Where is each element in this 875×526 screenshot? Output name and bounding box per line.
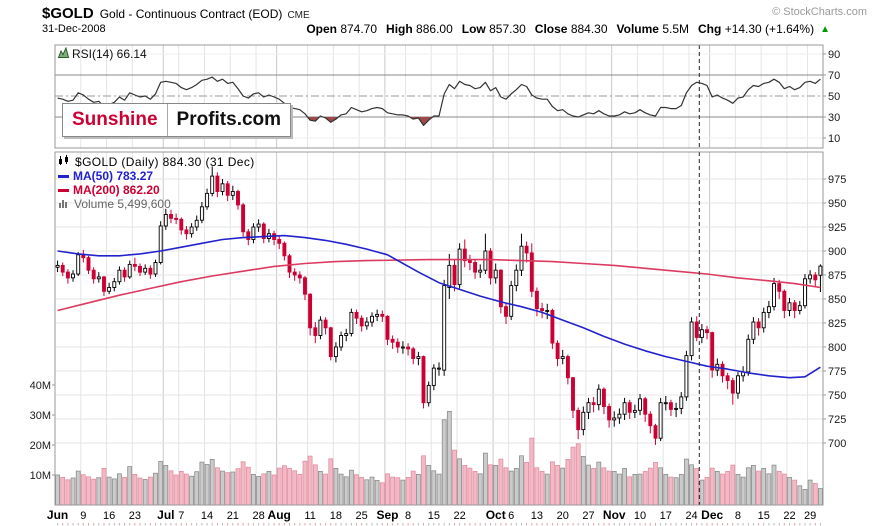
- svg-text:20: 20: [557, 510, 569, 522]
- logo-profits-text: Profits.com: [176, 109, 282, 130]
- svg-text:90: 90: [828, 49, 840, 61]
- legend-ma50-row: MA(50) 783.27: [58, 169, 255, 183]
- svg-text:13: 13: [531, 510, 543, 522]
- svg-text:800: 800: [828, 342, 846, 354]
- open-quote: Open 874.70: [306, 22, 378, 36]
- svg-text:40M: 40M: [30, 380, 51, 392]
- svg-text:825: 825: [828, 318, 846, 330]
- candlestick-icon: [58, 155, 71, 169]
- svg-text:8: 8: [405, 510, 411, 522]
- ma50-line: [57, 234, 821, 379]
- legend-volume-row: Volume 5,499,600: [58, 197, 255, 211]
- price-panel-legend: $GOLD (Daily) 884.30 (31 Dec) MA(50) 783…: [58, 155, 255, 211]
- svg-text:50: 50: [828, 91, 840, 103]
- ma200-label: MA(200) 862.20: [73, 183, 160, 197]
- svg-text:20M: 20M: [30, 440, 51, 452]
- svg-text:29: 29: [804, 510, 816, 522]
- svg-text:900: 900: [828, 246, 846, 258]
- svg-text:Aug: Aug: [268, 508, 291, 522]
- svg-text:22: 22: [453, 510, 465, 522]
- svg-text:17: 17: [660, 510, 672, 522]
- symbol-label: $GOLD: [42, 5, 94, 22]
- volume-bars-icon: [58, 197, 70, 211]
- svg-text:14: 14: [201, 510, 213, 522]
- svg-text:21: 21: [227, 510, 239, 522]
- svg-text:6: 6: [508, 510, 514, 522]
- svg-text:10: 10: [828, 133, 840, 145]
- svg-text:24: 24: [685, 510, 697, 522]
- svg-text:925: 925: [828, 222, 846, 234]
- volume-bars: [55, 411, 823, 506]
- ma50-label: MA(50) 783.27: [73, 169, 154, 183]
- ma200-line: [57, 258, 821, 312]
- chart-date: 31-Dec-2008: [42, 23, 106, 35]
- change-quote: Chg +14.30 (+1.64%): [698, 22, 815, 36]
- legend-ma200-row: MA(200) 862.20: [58, 183, 255, 197]
- change-up-arrow-icon: ▲: [820, 23, 830, 35]
- svg-text:70: 70: [828, 70, 840, 82]
- svg-text:750: 750: [828, 390, 846, 402]
- svg-text:15: 15: [428, 510, 440, 522]
- svg-text:27: 27: [582, 510, 594, 522]
- grid-layer: [55, 45, 823, 505]
- svg-text:700: 700: [828, 438, 846, 450]
- svg-text:Oct: Oct: [486, 508, 506, 522]
- low-quote: Low 857.30: [461, 22, 526, 36]
- svg-text:Jul: Jul: [157, 508, 174, 522]
- svg-text:22: 22: [783, 510, 795, 522]
- volume-label: Volume 5,499,600: [74, 197, 171, 211]
- rsi-legend: RSI(14) 66.14: [57, 46, 147, 61]
- high-quote: High 886.00: [386, 22, 453, 36]
- svg-text:875: 875: [828, 270, 846, 282]
- day-ticks: [57, 523, 821, 526]
- close-quote: Close 884.30: [534, 22, 608, 36]
- svg-text:Sep: Sep: [376, 508, 398, 522]
- exchange-label: CME: [287, 10, 310, 21]
- rsi-indicator-icon: [57, 46, 70, 61]
- svg-text:28: 28: [252, 510, 264, 522]
- sunshine-profits-logo: Sunshine Profits.com: [62, 103, 292, 137]
- svg-text:25: 25: [356, 510, 368, 522]
- svg-text:23: 23: [129, 510, 141, 522]
- svg-text:975: 975: [828, 174, 846, 186]
- svg-text:9: 9: [80, 510, 86, 522]
- svg-text:10: 10: [634, 510, 646, 522]
- svg-text:8: 8: [735, 510, 741, 522]
- legend-title-row: $GOLD (Daily) 884.30 (31 Dec): [58, 155, 255, 169]
- svg-text:775: 775: [828, 366, 846, 378]
- svg-text:30: 30: [828, 112, 840, 124]
- svg-text:850: 850: [828, 294, 846, 306]
- ma200-swatch: [58, 188, 69, 192]
- chart-header: $GOLD Gold - Continuous Contract (EOD) CME: [42, 5, 310, 23]
- stockcharts-copyright: © StockCharts.com: [772, 6, 867, 18]
- svg-text:18: 18: [330, 510, 342, 522]
- ma50-swatch: [58, 174, 69, 178]
- svg-text:950: 950: [828, 198, 846, 210]
- ohlc-quote-row: Open 874.70 High 886.00 Low 857.30 Close…: [306, 22, 830, 36]
- svg-text:16: 16: [103, 510, 115, 522]
- candles-layer: [55, 166, 823, 445]
- svg-text:11: 11: [304, 510, 315, 522]
- svg-text:10M: 10M: [30, 470, 51, 482]
- instrument-name: Gold - Continuous Contract (EOD): [99, 7, 283, 21]
- svg-text:15: 15: [758, 510, 770, 522]
- axis-labels: 9759509259008758508258007757507257009070…: [30, 49, 847, 522]
- svg-text:Dec: Dec: [701, 508, 723, 522]
- legend-title: $GOLD (Daily) 884.30 (31 Dec): [75, 155, 255, 169]
- svg-text:7: 7: [178, 510, 184, 522]
- svg-text:Jun: Jun: [47, 508, 68, 522]
- svg-text:725: 725: [828, 414, 846, 426]
- rsi-line: [57, 76, 821, 127]
- logo-sunshine-text: Sunshine: [63, 104, 168, 136]
- svg-text:30M: 30M: [30, 410, 51, 422]
- svg-text:Nov: Nov: [603, 508, 626, 522]
- volume-quote: Volume 5.5M: [616, 22, 690, 36]
- rsi-legend-label: RSI(14) 66.14: [72, 47, 147, 61]
